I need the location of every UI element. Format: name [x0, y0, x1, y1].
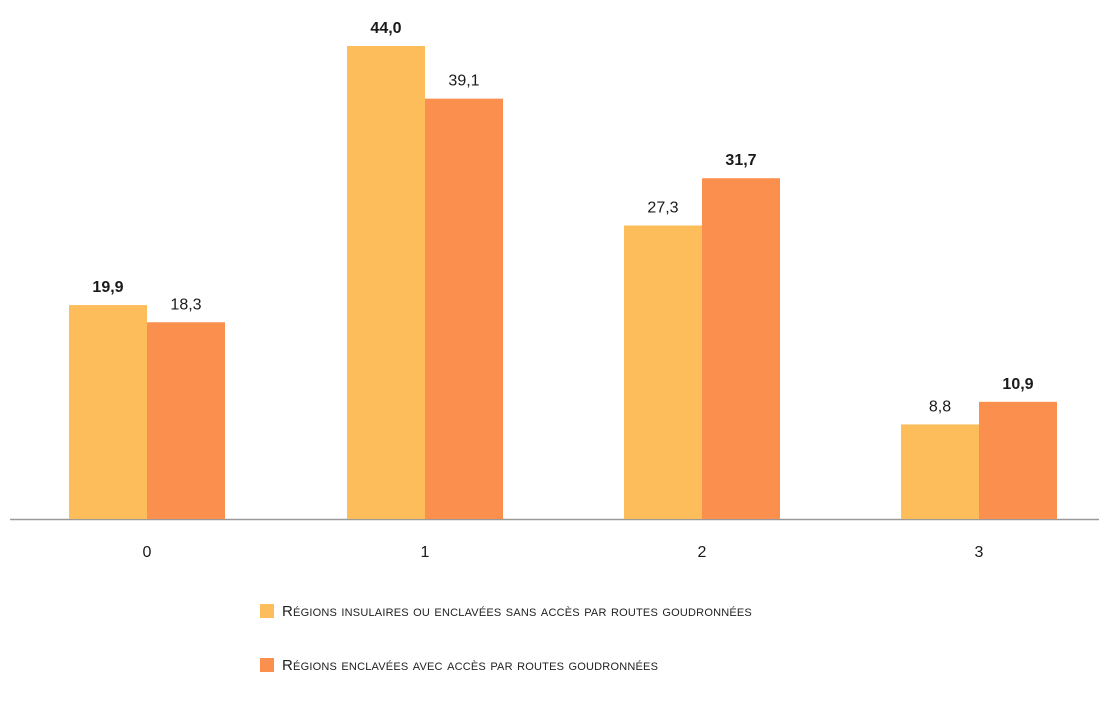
data-label-series-1-cat-3: 10,9 — [1002, 376, 1033, 393]
data-label-series-0-cat-3: 8,8 — [929, 398, 951, 415]
bar-series-0-cat-3 — [901, 424, 979, 519]
bar-chart: 19,9 18,3 0 44,0 39,1 1 27,3 31,7 2 8,8 10,9 3 — [10, 20, 1099, 561]
legend-label-sans-acces: Régions insulaires ou enclavées sans acc… — [282, 602, 752, 620]
legend-swatch-avec-acces — [260, 658, 274, 672]
x-tick-label-1: 1 — [421, 544, 430, 561]
legend-item-sans-acces: Régions insulaires ou enclavées sans acc… — [260, 600, 752, 622]
x-tick-label-3: 3 — [975, 544, 984, 561]
legend-item-avec-acces: Régions enclavées avec accès par routes … — [260, 654, 752, 676]
data-label-series-0-cat-2: 27,3 — [647, 200, 678, 217]
x-tick-label-2: 2 — [698, 544, 707, 561]
data-label-series-1-cat-0: 18,3 — [170, 296, 201, 313]
data-label-series-1-cat-2: 31,7 — [725, 152, 756, 169]
bar-series-1-cat-3 — [979, 401, 1057, 519]
bar-series-0-cat-2 — [624, 225, 702, 519]
bar-series-1-cat-1 — [425, 98, 503, 520]
bar-series-0-cat-0 — [69, 305, 147, 519]
bar-series-1-cat-2 — [702, 178, 780, 519]
legend-label-avec-acces: Régions enclavées avec accès par routes … — [282, 656, 659, 674]
chart-container: 19,9 18,3 0 44,0 39,1 1 27,3 31,7 2 8,8 10,9 3 Régi… — [10, 20, 1099, 674]
legend-swatch-sans-acces — [260, 604, 274, 618]
data-label-series-0-cat-1: 44,0 — [370, 20, 401, 37]
x-tick-label-0: 0 — [143, 544, 152, 561]
data-label-series-1-cat-1: 39,1 — [448, 73, 479, 90]
bar-series-0-cat-1 — [347, 46, 425, 519]
bar-series-1-cat-0 — [147, 322, 225, 519]
legend: Régions insulaires ou enclavées sans acc… — [260, 600, 752, 708]
data-label-series-0-cat-0: 19,9 — [92, 279, 123, 296]
